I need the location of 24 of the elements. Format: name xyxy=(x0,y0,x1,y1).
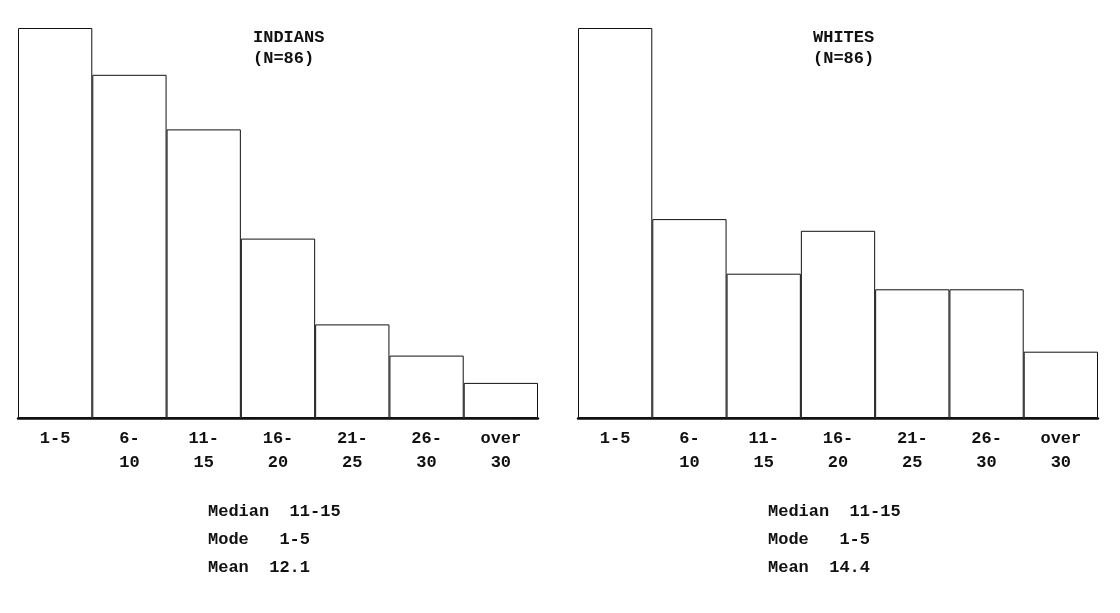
text: (N=86) xyxy=(253,49,315,68)
x-tick-label: 26- 30 xyxy=(971,428,1002,472)
x-tick-label: 11- 15 xyxy=(188,428,220,472)
text: Median 11-15 xyxy=(768,502,901,521)
x-tick-label: over 30 xyxy=(480,428,522,472)
x-tick-label: 21- 25 xyxy=(336,428,368,472)
chart-title: WHITES xyxy=(813,28,875,47)
x-tick-label: 16- 20 xyxy=(262,428,294,472)
text: Mean 12.1 xyxy=(208,558,311,577)
text: Mode 1-5 xyxy=(768,530,871,549)
x-tick-label: 16- 20 xyxy=(822,428,854,472)
x-tick-label: over 30 xyxy=(1040,428,1082,472)
text: (N=86) xyxy=(813,49,875,68)
x-tick-label: 26- 30 xyxy=(411,428,442,472)
x-tick-label: 21- 25 xyxy=(896,428,928,472)
x-tick-label: 11- 15 xyxy=(748,428,780,472)
x-tick-label: 1-5 xyxy=(39,428,71,448)
x-tick-label: 1-5 xyxy=(599,428,631,448)
text: Median 11-15 xyxy=(208,502,341,521)
x-tick-label: 6- 10 xyxy=(119,428,140,472)
x-tick-label: 6- 10 xyxy=(679,428,700,472)
text: Mode 1-5 xyxy=(208,530,311,549)
chart-title: INDIANS xyxy=(253,28,325,47)
text: Mean 14.4 xyxy=(768,558,871,577)
